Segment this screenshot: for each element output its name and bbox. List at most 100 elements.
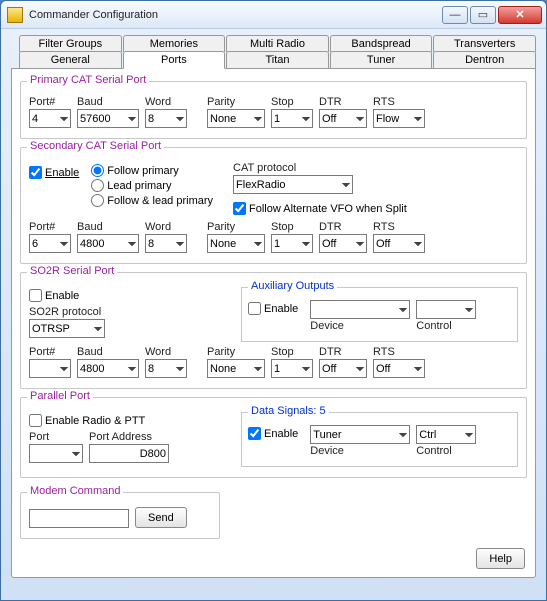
signals-control-label: Control (416, 445, 476, 457)
aux-device-select[interactable] (310, 300, 410, 319)
primary-word-label: Word (145, 96, 187, 108)
primary-port-select[interactable]: 4 (29, 109, 71, 128)
content-area: Filter GroupsMemoriesMulti RadioBandspre… (1, 29, 546, 586)
tab-dentron[interactable]: Dentron (433, 51, 536, 69)
help-button[interactable]: Help (476, 548, 525, 569)
secondary-altvfo-checkbox[interactable] (233, 202, 246, 215)
so2r-dtr-label: DTR (319, 346, 367, 358)
primary-rts-label: RTS (373, 96, 425, 108)
secondary-follow-label: Follow primary (107, 165, 179, 177)
primary-legend: Primary CAT Serial Port (27, 74, 149, 86)
secondary-cat-select[interactable]: FlexRadio (233, 175, 353, 194)
app-icon (7, 7, 23, 23)
primary-dtr-select[interactable]: Off (319, 109, 367, 128)
primary-parity-label: Parity (207, 96, 265, 108)
primary-dtr-label: DTR (319, 96, 367, 108)
so2r-port-select[interactable] (29, 359, 71, 378)
so2r-stop-select[interactable]: 1 (271, 359, 313, 378)
secondary-followlead-radio[interactable] (91, 194, 104, 207)
tab-bandspread[interactable]: Bandspread (330, 35, 433, 52)
secondary-dtr-select[interactable]: Off (319, 234, 367, 253)
secondary-follow-radio[interactable] (91, 164, 104, 177)
tab-multi-radio[interactable]: Multi Radio (226, 35, 329, 52)
secondary-word-label: Word (145, 221, 187, 233)
so2r-baud-select[interactable]: 4800 (77, 359, 139, 378)
parallel-addr-input[interactable] (89, 444, 169, 463)
aux-device-label: Device (310, 320, 410, 332)
titlebar: Commander Configuration — ▭ ✕ (1, 1, 546, 29)
aux-outputs-group: Auxiliary Outputs Enable Device Control (241, 287, 518, 342)
tab-row-bottom: GeneralPortsTitanTunerDentron (11, 51, 536, 69)
primary-rts-select[interactable]: Flow (373, 109, 425, 128)
secondary-followlead-label: Follow & lead primary (107, 195, 213, 207)
modem-command-input[interactable] (29, 509, 129, 528)
secondary-dtr-label: DTR (319, 221, 367, 233)
primary-baud-select[interactable]: 57600 (77, 109, 139, 128)
tab-general[interactable]: General (19, 51, 122, 69)
so2r-enable-checkbox[interactable] (29, 289, 42, 302)
aux-enable-label: Enable (264, 303, 298, 315)
config-window: Commander Configuration — ▭ ✕ Filter Gro… (0, 0, 547, 601)
aux-control-select[interactable] (416, 300, 476, 319)
so2r-group: SO2R Serial Port Enable SO2R protocolOTR… (20, 272, 527, 389)
so2r-stop-label: Stop (271, 346, 313, 358)
signals-device-select[interactable]: Tuner (310, 425, 410, 444)
signals-enable-checkbox[interactable] (248, 427, 261, 440)
primary-cat-group: Primary CAT Serial Port Port#4 Baud57600… (20, 81, 527, 139)
parallel-enable-checkbox[interactable] (29, 414, 42, 427)
parallel-legend: Parallel Port (27, 390, 93, 402)
secondary-altvfo-label: Follow Alternate VFO when Split (249, 203, 407, 215)
modem-legend: Modem Command (27, 485, 123, 497)
secondary-port-select[interactable]: 6 (29, 234, 71, 253)
primary-baud-label: Baud (77, 96, 139, 108)
aux-control-label: Control (416, 320, 476, 332)
so2r-proto-select[interactable]: OTRSP (29, 319, 105, 338)
signals-enable-label: Enable (264, 428, 298, 440)
close-button[interactable]: ✕ (498, 6, 542, 24)
secondary-parity-select[interactable]: None (207, 234, 265, 253)
parallel-port-group: Parallel Port Enable Radio & PTT Port Po… (20, 397, 527, 478)
secondary-stop-label: Stop (271, 221, 313, 233)
primary-port-label: Port# (29, 96, 71, 108)
primary-stop-select[interactable]: 1 (271, 109, 313, 128)
primary-word-select[interactable]: 8 (145, 109, 187, 128)
aux-legend: Auxiliary Outputs (248, 280, 337, 292)
window-title: Commander Configuration (29, 9, 440, 21)
secondary-enable-checkbox[interactable] (29, 166, 42, 179)
tab-tuner[interactable]: Tuner (330, 51, 433, 69)
tab-titan[interactable]: Titan (226, 51, 329, 69)
secondary-lead-radio[interactable] (91, 179, 104, 192)
so2r-word-select[interactable]: 8 (145, 359, 187, 378)
secondary-parity-label: Parity (207, 221, 265, 233)
secondary-cat-group: Secondary CAT Serial Port Enable Follow … (20, 147, 527, 264)
tab-memories[interactable]: Memories (123, 35, 226, 52)
secondary-cat-label: CAT protocol (233, 162, 407, 174)
primary-stop-label: Stop (271, 96, 313, 108)
signals-device-label: Device (310, 445, 410, 457)
signals-control-select[interactable]: Ctrl (416, 425, 476, 444)
so2r-enable-label: Enable (45, 290, 79, 302)
primary-row: Port#4 Baud57600 Word8 ParityNone Stop1 … (29, 96, 518, 128)
tab-ports[interactable]: Ports (123, 51, 226, 69)
tab-filter-groups[interactable]: Filter Groups (19, 35, 122, 52)
so2r-proto-label: SO2R protocol (29, 306, 229, 318)
modem-send-button[interactable]: Send (135, 507, 187, 528)
secondary-baud-select[interactable]: 4800 (77, 234, 139, 253)
so2r-dtr-select[interactable]: Off (319, 359, 367, 378)
primary-parity-select[interactable]: None (207, 109, 265, 128)
parallel-port-select[interactable] (29, 444, 83, 463)
so2r-rts-select[interactable]: Off (373, 359, 425, 378)
so2r-parity-label: Parity (207, 346, 265, 358)
secondary-rts-select[interactable]: Off (373, 234, 425, 253)
secondary-stop-select[interactable]: 1 (271, 234, 313, 253)
tab-transverters[interactable]: Transverters (433, 35, 536, 52)
data-signals-group: Data Signals: 5 Enable TunerDevice CtrlC… (241, 412, 518, 467)
so2r-parity-select[interactable]: None (207, 359, 265, 378)
maximize-button[interactable]: ▭ (470, 6, 496, 24)
secondary-word-select[interactable]: 8 (145, 234, 187, 253)
aux-enable-checkbox[interactable] (248, 302, 261, 315)
parallel-addr-label: Port Address (89, 431, 169, 443)
so2r-port-label: Port# (29, 346, 71, 358)
minimize-button[interactable]: — (442, 6, 468, 24)
so2r-rts-label: RTS (373, 346, 425, 358)
